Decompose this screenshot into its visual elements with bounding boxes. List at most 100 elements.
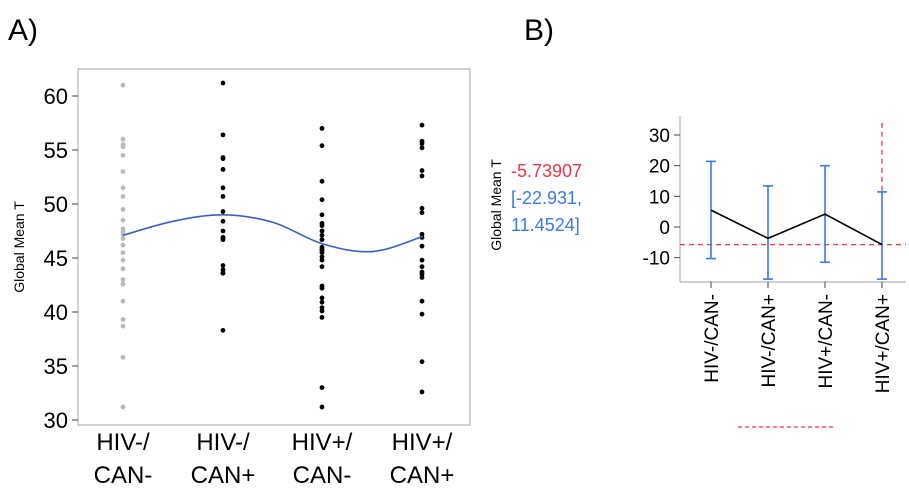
a-data-point bbox=[419, 173, 425, 179]
a-data-point bbox=[419, 210, 425, 216]
a-data-point bbox=[120, 242, 126, 248]
a-data-point bbox=[419, 298, 425, 304]
panel-a-points bbox=[120, 80, 425, 410]
panel-a-label: A) bbox=[8, 14, 38, 47]
a-data-point bbox=[220, 132, 226, 138]
a-data-point bbox=[419, 122, 425, 128]
a-data-point bbox=[120, 404, 126, 410]
a-data-point bbox=[220, 80, 226, 86]
a-data-point bbox=[120, 185, 126, 191]
a-y-tick-label: 30 bbox=[44, 408, 68, 433]
panel-b-mean-line bbox=[710, 209, 883, 246]
panel-b-x-categories: HIV-/CAN- HIV-/CAN+ HIV+/CAN- HIV+/CAN+ bbox=[702, 282, 894, 393]
a-y-tick-label: 45 bbox=[44, 246, 68, 271]
b-x-category-label: HIV-/CAN- bbox=[702, 294, 723, 383]
a-data-point bbox=[120, 323, 126, 329]
a-data-point bbox=[220, 185, 226, 191]
a-data-point bbox=[319, 385, 325, 390]
a-data-point bbox=[120, 257, 126, 263]
a-data-point bbox=[319, 143, 325, 149]
panel-a-smoother-curve bbox=[122, 213, 424, 253]
a-data-point bbox=[319, 315, 325, 320]
a-data-point bbox=[319, 178, 325, 184]
panel-b-ci-lower: [-22.931, bbox=[511, 188, 582, 208]
a-data-point bbox=[319, 285, 325, 291]
a-data-point bbox=[419, 168, 425, 173]
a-data-point bbox=[319, 308, 325, 314]
a-x-category-label: HIV+/CAN+ bbox=[390, 429, 455, 489]
b-y-tick-label: 10 bbox=[649, 187, 670, 208]
a-data-point bbox=[220, 194, 226, 199]
a-y-tick-label: 55 bbox=[44, 138, 68, 163]
panel-b-label: B) bbox=[524, 14, 554, 47]
a-data-point bbox=[419, 243, 425, 249]
a-data-point bbox=[220, 218, 226, 224]
a-data-point bbox=[419, 145, 425, 151]
panel-b-error-bars bbox=[706, 160, 887, 280]
a-data-point bbox=[419, 359, 425, 365]
a-data-point bbox=[419, 311, 425, 317]
a-data-point bbox=[319, 223, 325, 229]
a-x-category-label: HIV-/CAN- bbox=[94, 429, 153, 489]
panel-a-x-categories: HIV-/CAN- HIV-/CAN+ HIV+/CAN- HIV+/CAN+ bbox=[94, 429, 455, 489]
a-data-point bbox=[319, 299, 325, 305]
b-y-tick-label: 0 bbox=[659, 218, 670, 239]
a-data-point bbox=[220, 327, 226, 333]
a-data-point bbox=[120, 169, 126, 175]
a-data-point bbox=[319, 212, 325, 218]
b-y-tick-label: 30 bbox=[649, 126, 670, 147]
panel-b-means-chart: Global Mean T -5.73907 [-22.931, 11.4524… bbox=[488, 116, 906, 428]
a-data-point bbox=[319, 264, 325, 270]
a-data-point bbox=[120, 194, 126, 199]
a-data-point bbox=[319, 125, 325, 131]
panel-b-estimate: -5.73907 bbox=[511, 161, 582, 181]
a-x-category-label: HIV-/CAN+ bbox=[191, 429, 256, 489]
a-data-point bbox=[419, 389, 425, 395]
a-data-point bbox=[120, 136, 126, 142]
a-data-point bbox=[419, 275, 425, 280]
panel-b-reference-lines bbox=[680, 122, 906, 246]
a-data-point bbox=[120, 354, 126, 360]
a-data-point bbox=[419, 205, 425, 211]
a-data-point bbox=[120, 298, 126, 304]
a-data-point bbox=[319, 250, 325, 256]
panel-b-ci-upper: 11.4524] bbox=[511, 215, 580, 235]
a-y-tick-label: 60 bbox=[44, 84, 68, 109]
panel-b-y-axis-label: Global Mean T bbox=[488, 159, 504, 251]
a-data-point bbox=[220, 270, 226, 276]
a-y-tick-label: 35 bbox=[44, 354, 68, 379]
panel-a-y-axis-label: Global Mean T bbox=[11, 201, 27, 293]
a-data-point bbox=[319, 404, 325, 410]
b-x-category-label: HIV+/CAN+ bbox=[873, 294, 894, 393]
b-y-tick-label: -10 bbox=[643, 249, 670, 270]
a-data-point bbox=[120, 281, 126, 287]
panel-b-y-ticks: -10 0 10 20 30 bbox=[643, 126, 680, 270]
a-data-point bbox=[419, 257, 425, 263]
a-data-point bbox=[319, 197, 325, 203]
a-y-tick-label: 40 bbox=[44, 300, 68, 325]
b-x-category-label: HIV-/CAN+ bbox=[759, 294, 780, 387]
b-x-category-label: HIV+/CAN- bbox=[816, 294, 837, 389]
b-y-tick-label: 20 bbox=[649, 157, 670, 178]
a-data-point bbox=[419, 141, 425, 146]
a-data-point bbox=[120, 236, 126, 241]
a-data-point bbox=[120, 277, 126, 282]
a-data-point bbox=[220, 156, 226, 162]
a-y-tick-label: 50 bbox=[44, 192, 68, 217]
a-data-point bbox=[220, 167, 226, 172]
a-data-point bbox=[120, 207, 126, 212]
a-x-category-label: HIV+/CAN- bbox=[292, 429, 353, 489]
a-data-point bbox=[120, 317, 126, 322]
a-data-point bbox=[220, 263, 226, 268]
a-data-point bbox=[120, 144, 126, 150]
panel-a-plot-frame bbox=[77, 68, 471, 426]
a-data-point bbox=[120, 217, 126, 223]
a-data-point bbox=[120, 250, 126, 256]
panel-a-y-ticks: 30 35 40 45 50 55 60 bbox=[44, 84, 78, 433]
a-data-point bbox=[319, 295, 325, 301]
a-data-point bbox=[120, 266, 126, 272]
a-data-point bbox=[220, 237, 226, 243]
a-data-point bbox=[120, 82, 126, 88]
